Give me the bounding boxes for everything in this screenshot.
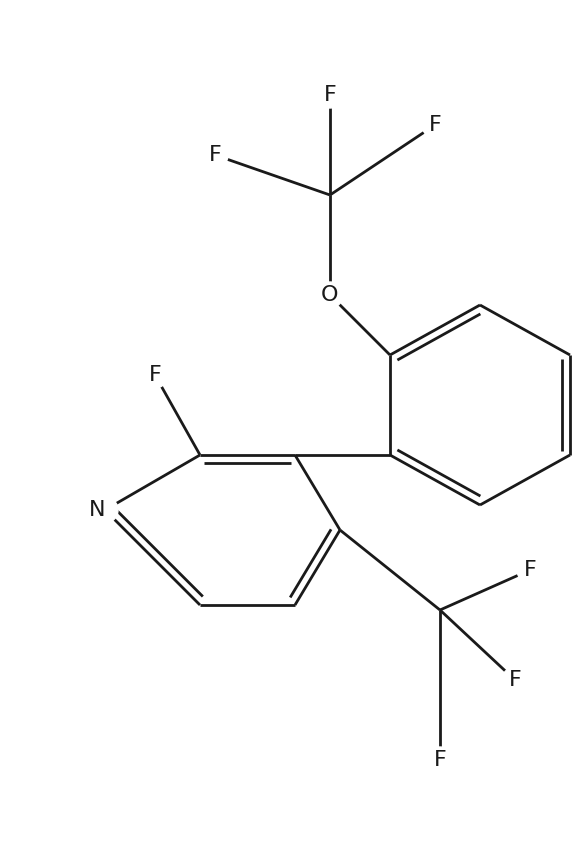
Circle shape — [422, 112, 448, 138]
Circle shape — [427, 747, 453, 773]
Circle shape — [517, 557, 543, 583]
Text: F: F — [524, 560, 536, 580]
Text: F: F — [428, 115, 442, 135]
Text: O: O — [321, 285, 339, 305]
Circle shape — [202, 142, 228, 168]
Circle shape — [92, 497, 118, 523]
Text: F: F — [209, 145, 221, 165]
Text: F: F — [324, 85, 336, 105]
Text: F: F — [148, 365, 162, 385]
Circle shape — [142, 362, 168, 388]
Circle shape — [317, 82, 343, 108]
Circle shape — [502, 667, 528, 693]
Text: F: F — [434, 750, 446, 770]
Circle shape — [317, 282, 343, 308]
Text: F: F — [509, 670, 522, 690]
Text: N: N — [89, 500, 105, 520]
